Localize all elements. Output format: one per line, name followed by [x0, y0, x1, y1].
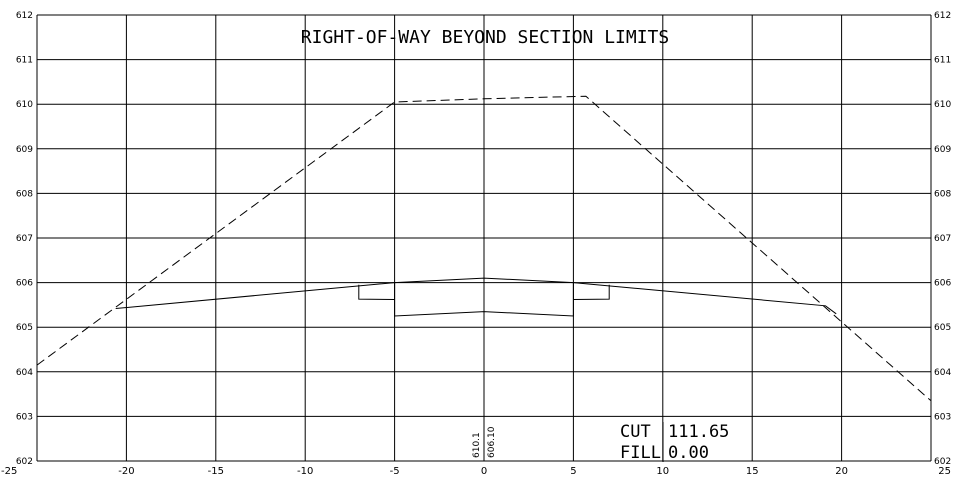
y-tick-label-left: 602	[16, 457, 33, 467]
fill-label: FILL	[620, 443, 661, 463]
existing-ground-line	[36, 95, 932, 402]
y-tick-label-right: 605	[934, 323, 951, 333]
y-tick-label-left: 606	[16, 279, 33, 289]
x-tick-label: -15	[208, 466, 224, 477]
y-tick-label-right: 604	[934, 368, 951, 378]
proposed-elevation-label: 606.10	[487, 426, 497, 458]
existing-elevation-label: 610.1	[472, 432, 482, 458]
y-tick-label-left: 603	[16, 412, 33, 422]
x-tick-label: 10	[656, 466, 669, 477]
y-tick-label-right: 606	[934, 279, 951, 289]
proposed-section-line	[573, 284, 610, 300]
y-tick-label-right: 603	[934, 412, 951, 422]
profile-lines	[36, 95, 932, 461]
y-tick-label-left: 611	[16, 56, 33, 66]
cut-label: CUT	[620, 422, 651, 442]
cut-value: 111.65	[668, 422, 729, 442]
x-tick-label: 25	[938, 466, 951, 477]
proposed-section-line	[394, 282, 574, 317]
x-tick-label: -25	[1, 466, 17, 477]
grid	[36, 14, 932, 462]
y-tick-label-right: 602	[934, 457, 951, 467]
y-tick-label-right: 611	[934, 56, 951, 66]
y-tick-label-left: 612	[16, 11, 33, 21]
x-tick-label: 0	[481, 466, 487, 477]
proposed-section-line	[115, 277, 837, 315]
x-tick-label: 5	[570, 466, 576, 477]
x-tick-label: -10	[297, 466, 313, 477]
proposed-section-line	[358, 284, 395, 300]
x-tick-label: 15	[746, 466, 759, 477]
y-tick-label-left: 604	[16, 368, 33, 378]
y-tick-label-left: 610	[16, 100, 33, 110]
fill-value: 0.00	[668, 443, 709, 463]
y-tick-label-right: 607	[934, 234, 951, 244]
y-tick-label-right: 612	[934, 11, 951, 21]
x-tick-label: -20	[118, 466, 134, 477]
y-tick-label-left: 609	[16, 145, 33, 155]
x-axis: -25 -20 -15 -10 -5 0 5 10 15 20 25	[1, 466, 951, 477]
x-tick-label: -5	[390, 466, 400, 477]
y-tick-label-right: 609	[934, 145, 951, 155]
y-tick-label-right: 608	[934, 189, 951, 199]
y-axis-right: 602 603 604 605 606 607 608 609 610 611 612	[934, 11, 951, 467]
y-tick-label-left: 608	[16, 189, 33, 199]
x-tick-label: 20	[835, 466, 848, 477]
chart-title: RIGHT-OF-WAY BEYOND SECTION LIMITS	[301, 27, 669, 48]
y-tick-label-left: 607	[16, 234, 33, 244]
y-tick-label-left: 605	[16, 323, 33, 333]
y-tick-label-right: 610	[934, 100, 951, 110]
y-axis-left: 602 603 604 605 606 607 608 609 610 611 612	[16, 11, 33, 467]
